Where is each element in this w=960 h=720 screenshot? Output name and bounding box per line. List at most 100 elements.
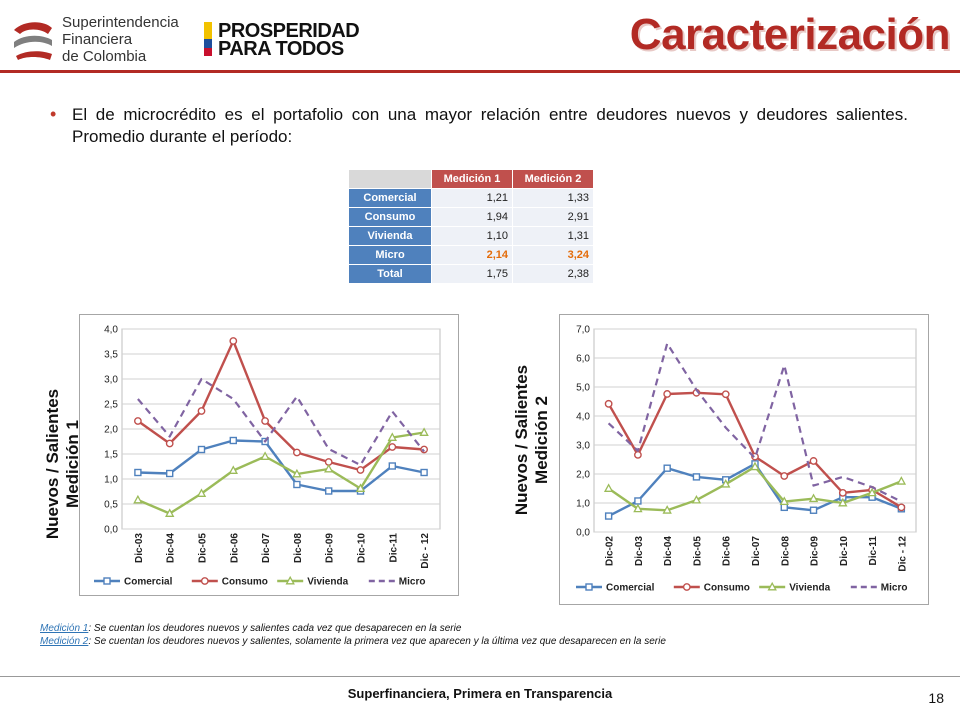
data-point	[634, 497, 642, 505]
data-point	[809, 457, 818, 465]
data-point	[838, 497, 848, 507]
data-point	[229, 436, 238, 445]
prosperidad-line-2: PARA TODOS	[218, 38, 344, 60]
y-tick-label: 1,5	[104, 450, 118, 461]
footnote-2: Medición 2: Se cuentan los deudores nuev…	[40, 635, 666, 648]
series-line-consumo	[137, 339, 425, 472]
data-point	[634, 450, 642, 459]
data-point	[197, 445, 206, 454]
data-point	[808, 493, 819, 503]
data-point	[133, 494, 143, 504]
chart2-frame: 0,0 1,0 2,0 3,0 4,0 5,0 6,0 7,0 Dic-02 Dic-03 Dic-…	[559, 314, 929, 605]
y-tick-label: 2,0	[104, 425, 118, 436]
table-row: Consumo 1,94 2,91	[348, 207, 594, 227]
chart1-svg: 0,0 0,5 1,0 1,5 2,0 2,5 3,0 3,5 4,0 Dic-03 Dic-04 D…	[94, 325, 441, 588]
data-point	[809, 506, 818, 514]
data-point	[356, 466, 365, 474]
chart1-ylabel-line1: Nuevos / Salientes	[43, 388, 62, 540]
chart1-frame: 0,0 0,5 1,0 1,5 2,0 2,5 3,0 3,5 4,0 Dic-03 Dic-04 D…	[79, 314, 459, 596]
y-tick-label: 6,0	[576, 354, 590, 365]
bullet-text: El de microcrédito es el portafolio con …	[72, 105, 908, 146]
row-label: Comercial	[348, 188, 432, 208]
data-point	[633, 503, 643, 513]
series-line-comercial	[608, 462, 902, 518]
legend-label: Consumo	[222, 577, 268, 588]
data-point	[324, 463, 334, 473]
data-point	[228, 465, 238, 474]
series-line-micro	[607, 342, 902, 503]
row-label: Total	[348, 264, 432, 284]
x-tick-label: Dic-09	[810, 536, 821, 566]
y-tick-label: 7,0	[576, 325, 590, 336]
legend-label: Vivienda	[789, 583, 830, 594]
legend-label: Micro	[399, 577, 426, 588]
data-point	[604, 399, 613, 408]
series-line-vivienda	[137, 431, 425, 515]
data-point	[779, 496, 789, 506]
data-point	[663, 464, 671, 472]
x-tick-label: Dic-05	[198, 533, 209, 563]
summary-table: Medición 1 Medición 2 Comercial 1,21 1,3…	[348, 169, 594, 284]
cell-m1: 1,21	[431, 188, 513, 208]
data-point	[165, 469, 174, 478]
data-point	[293, 480, 301, 489]
data-point	[604, 512, 613, 520]
legend-label: Vivienda	[307, 577, 348, 588]
x-tick-label: Dic-10	[839, 536, 850, 566]
data-point	[292, 468, 302, 478]
row-label: Vivienda	[348, 226, 432, 246]
footnotes: Medición 1 : Se cuentan los deudores nuev…	[40, 622, 666, 648]
y-tick-label: 3,0	[576, 441, 590, 452]
x-tick-label: Dic-06	[229, 533, 240, 563]
footnote-1-link[interactable]: Medición 1	[40, 623, 89, 634]
y-tick-label: 0,0	[104, 525, 118, 536]
y-tick-label: 3,0	[104, 375, 118, 386]
x-tick-label: Dic - 12	[897, 536, 908, 572]
data-point	[165, 508, 175, 517]
data-point	[292, 448, 301, 457]
sfc-line-3: de Colombia	[62, 48, 147, 65]
cell-m2: 1,31	[512, 226, 594, 246]
table-row: Vivienda 1,10 1,31	[348, 226, 594, 246]
y-tick-label: 1,0	[104, 475, 118, 486]
footnote-2-link[interactable]: Medición 2	[40, 636, 89, 647]
legend-marker	[585, 583, 593, 591]
sfc-line-1: Superintendencia	[62, 14, 179, 31]
series-line-micro	[137, 377, 425, 467]
data-point	[867, 487, 877, 497]
prosperidad-line-1: PROSPERIDAD	[218, 20, 360, 42]
data-point	[750, 461, 760, 471]
legend-label: Comercial	[606, 583, 655, 594]
data-point	[663, 390, 672, 398]
cell-m1: 1,94	[431, 207, 513, 227]
footnote-2-text: : Se cuentan los deudores nuevos y salie…	[88, 636, 666, 647]
x-tick-label: Dic-11	[388, 533, 399, 563]
cell-m1: 1,75	[431, 264, 513, 284]
data-point	[897, 503, 906, 512]
footnote-1: Medición 1: Se cuentan los deudores nuev…	[40, 622, 666, 635]
bullet-point: • El de microcrédito es el portafolio co…	[50, 104, 908, 148]
prosperidad-logo: PROSPERIDAD PARA TODOS	[204, 21, 360, 62]
cell-m2: 2,38	[512, 264, 594, 284]
sfc-line-2: Financiera	[62, 31, 133, 48]
x-tick-label: Dic - 12	[420, 533, 431, 569]
data-point	[780, 472, 789, 480]
x-tick-label: Dic-03	[134, 533, 145, 563]
data-point	[420, 445, 428, 454]
legend-marker	[200, 577, 209, 585]
data-point	[355, 483, 366, 492]
data-point	[692, 473, 701, 481]
row-label: Consumo	[348, 207, 432, 227]
data-point	[134, 417, 142, 425]
cell-m2: 2,91	[512, 207, 594, 227]
chart2-svg: 0,0 1,0 2,0 3,0 4,0 5,0 6,0 7,0 Dic-02 Dic-03 Dic-…	[576, 325, 917, 594]
series-line-consumo	[607, 391, 903, 509]
plot-area	[593, 328, 917, 533]
chart2-ylabel: Nuevos / Salientes Medición 2	[512, 355, 556, 525]
chart2-ylabel-line2: Medición 2	[532, 396, 551, 484]
footer-text: Superfinanciera, Primera en Transparenci…	[347, 686, 613, 701]
x-tick-label: Dic-06	[722, 536, 733, 566]
data-point	[691, 494, 702, 504]
table-row-highlight: Micro 2,14 3,24	[348, 245, 594, 265]
series-line-vivienda	[607, 465, 902, 512]
